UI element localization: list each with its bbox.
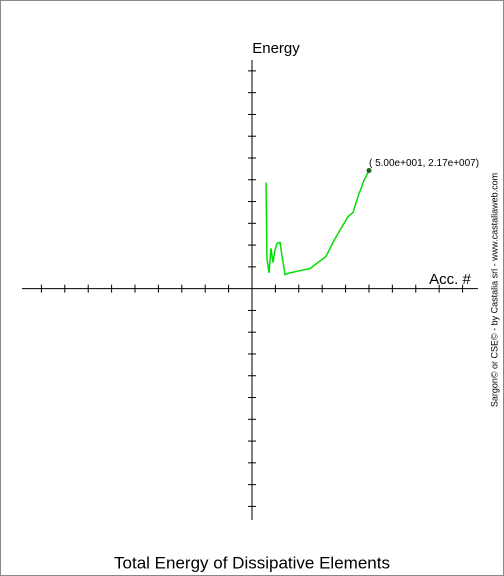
data-line <box>265 170 370 276</box>
watermark: Sargon© or CSE© - by Castalia srl - www.… <box>489 173 499 407</box>
x-axis-label: Acc. # <box>429 271 471 288</box>
end-marker <box>366 168 372 174</box>
annotation: ( 5.00e+001, 2.17e+007) <box>369 158 479 169</box>
chart-title: Total Energy of Dissipative Elements <box>114 553 390 572</box>
y-axis-label: Energy <box>252 40 300 57</box>
